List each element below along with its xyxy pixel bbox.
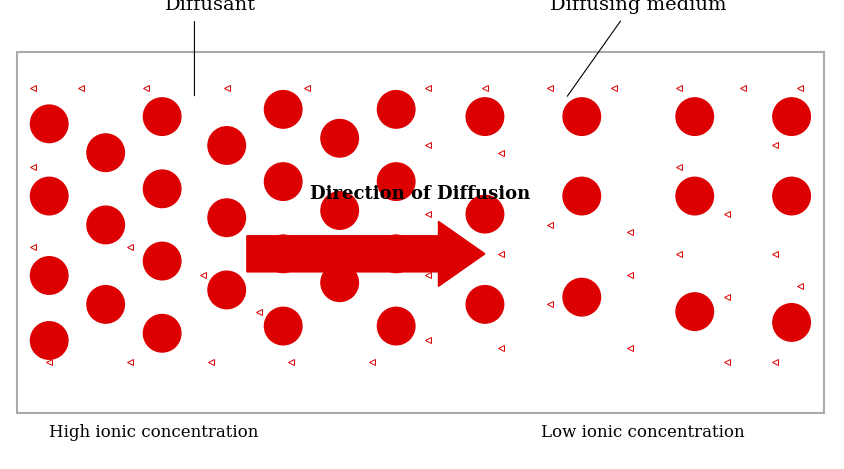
Ellipse shape bbox=[772, 98, 809, 136]
Ellipse shape bbox=[87, 206, 124, 244]
Ellipse shape bbox=[675, 98, 712, 136]
Ellipse shape bbox=[321, 192, 358, 229]
Ellipse shape bbox=[30, 177, 68, 215]
Ellipse shape bbox=[264, 235, 301, 272]
Ellipse shape bbox=[772, 177, 809, 215]
Ellipse shape bbox=[377, 91, 414, 128]
Ellipse shape bbox=[143, 98, 181, 136]
Ellipse shape bbox=[772, 304, 809, 341]
Text: Diffusant: Diffusant bbox=[165, 0, 256, 14]
Ellipse shape bbox=[143, 242, 181, 280]
Bar bbox=[17, 52, 823, 413]
Ellipse shape bbox=[321, 264, 358, 302]
Ellipse shape bbox=[208, 199, 246, 236]
Ellipse shape bbox=[264, 307, 301, 345]
Ellipse shape bbox=[30, 257, 68, 294]
Ellipse shape bbox=[87, 134, 124, 172]
Ellipse shape bbox=[562, 177, 600, 215]
Ellipse shape bbox=[377, 235, 414, 272]
Ellipse shape bbox=[143, 315, 181, 352]
Ellipse shape bbox=[87, 286, 124, 323]
Text: Diffusing medium: Diffusing medium bbox=[549, 0, 726, 14]
Ellipse shape bbox=[264, 163, 301, 200]
Ellipse shape bbox=[562, 98, 600, 136]
Ellipse shape bbox=[466, 195, 503, 233]
Ellipse shape bbox=[675, 293, 712, 330]
Ellipse shape bbox=[466, 286, 503, 323]
Text: Direction of Diffusion: Direction of Diffusion bbox=[310, 185, 530, 203]
Ellipse shape bbox=[264, 91, 301, 128]
Ellipse shape bbox=[466, 98, 503, 136]
Ellipse shape bbox=[30, 105, 68, 143]
Ellipse shape bbox=[675, 177, 712, 215]
Ellipse shape bbox=[377, 163, 414, 200]
Ellipse shape bbox=[143, 170, 181, 208]
Ellipse shape bbox=[562, 279, 600, 316]
Ellipse shape bbox=[321, 120, 358, 157]
Ellipse shape bbox=[377, 307, 414, 345]
FancyArrow shape bbox=[246, 221, 484, 286]
Ellipse shape bbox=[208, 127, 246, 164]
Ellipse shape bbox=[208, 271, 246, 309]
Text: High ionic concentration: High ionic concentration bbox=[49, 424, 258, 441]
Ellipse shape bbox=[30, 322, 68, 359]
Text: Low ionic concentration: Low ionic concentration bbox=[541, 424, 744, 441]
